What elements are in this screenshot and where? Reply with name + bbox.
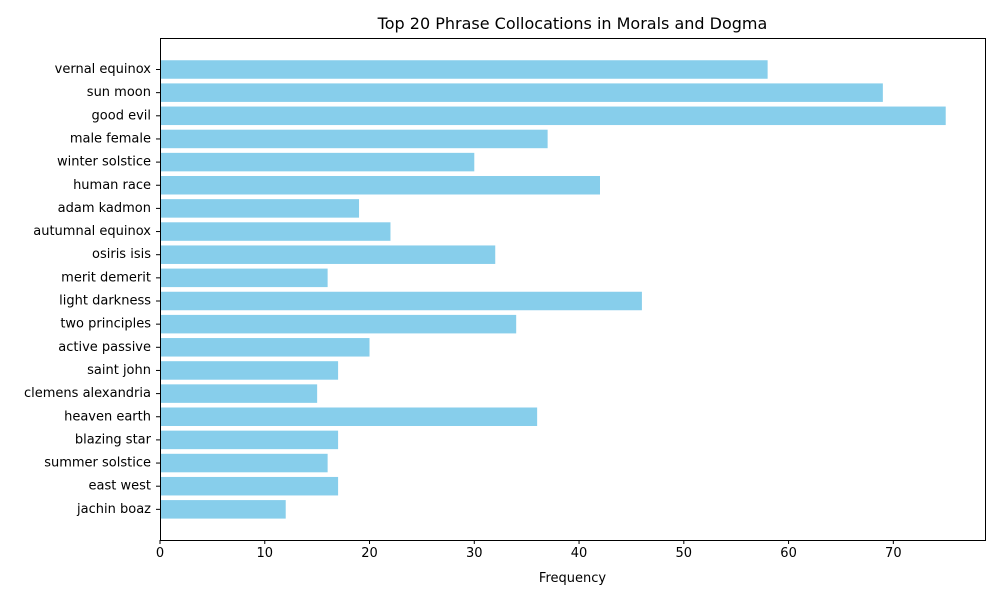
y-tick-label: saint john	[87, 363, 151, 378]
bar-merit-demerit	[160, 268, 328, 288]
bar-saint-john	[160, 361, 339, 380]
y-tick-label: active passive	[58, 340, 151, 355]
bar-jachin-boaz	[160, 500, 286, 519]
bar-good-evil	[160, 106, 946, 126]
y-tick-label: clemens alexandria	[24, 386, 151, 401]
bar-east-west	[160, 476, 339, 496]
bar-winter-solstice	[160, 152, 475, 172]
y-tick-label: blazing star	[75, 432, 152, 447]
bar-blazing-star	[160, 430, 339, 450]
plot-area-frame	[160, 38, 986, 541]
bar-clemens-alexandria	[160, 384, 318, 403]
y-tick-label: adam kadmon	[58, 201, 151, 216]
y-tick-label: jachin boaz	[76, 502, 151, 517]
bar-osiris-isis	[160, 245, 496, 264]
x-tick-label: 20	[361, 546, 378, 561]
y-tick-label: good evil	[92, 108, 151, 123]
x-tick-label: 0	[156, 546, 164, 561]
x-tick-label: 60	[780, 546, 797, 561]
y-tick-label: two principles	[60, 317, 151, 332]
y-tick-label: human race	[73, 178, 151, 193]
x-tick-label: 40	[571, 546, 588, 561]
y-tick-label: vernal equinox	[55, 62, 152, 77]
bar-summer-solstice	[160, 453, 328, 473]
bar-heaven-earth	[160, 407, 538, 426]
bar-sun-moon	[160, 83, 883, 102]
y-tick-label: light darkness	[59, 294, 151, 309]
x-tick-label: 30	[466, 546, 483, 561]
bar-male-female	[160, 129, 548, 149]
y-tick-label: summer solstice	[44, 456, 151, 471]
y-tick-label: osiris isis	[92, 247, 151, 262]
y-tick-label: merit demerit	[61, 270, 151, 285]
y-axis-ticks: vernal equinox sun moon good evil male fema…	[24, 62, 160, 517]
x-axis-ticks: 0 10 20 30 40 50 60 70	[156, 540, 902, 561]
y-tick-label: autumnal equinox	[33, 224, 151, 239]
bar-active-passive	[160, 338, 370, 357]
bar-autumnal-equinox	[160, 222, 391, 241]
y-tick-label: east west	[89, 479, 151, 494]
bar-vernal-equinox	[160, 60, 768, 79]
bar-human-race	[160, 176, 600, 195]
y-tick-label: heaven earth	[64, 409, 151, 424]
x-tick-label: 50	[676, 546, 693, 561]
x-tick-label: 10	[256, 546, 273, 561]
y-tick-label: male female	[70, 131, 151, 146]
x-tick-label: 70	[885, 546, 902, 561]
chart-title: Top 20 Phrase Collocations in Morals and…	[377, 14, 768, 33]
bar-adam-kadmon	[160, 199, 360, 218]
bars-group	[160, 60, 946, 519]
x-axis-label: Frequency	[539, 571, 606, 586]
y-tick-label: winter solstice	[57, 155, 151, 170]
y-tick-label: sun moon	[87, 85, 151, 100]
bar-two-principles	[160, 314, 517, 334]
bar-light-darkness	[160, 291, 642, 311]
